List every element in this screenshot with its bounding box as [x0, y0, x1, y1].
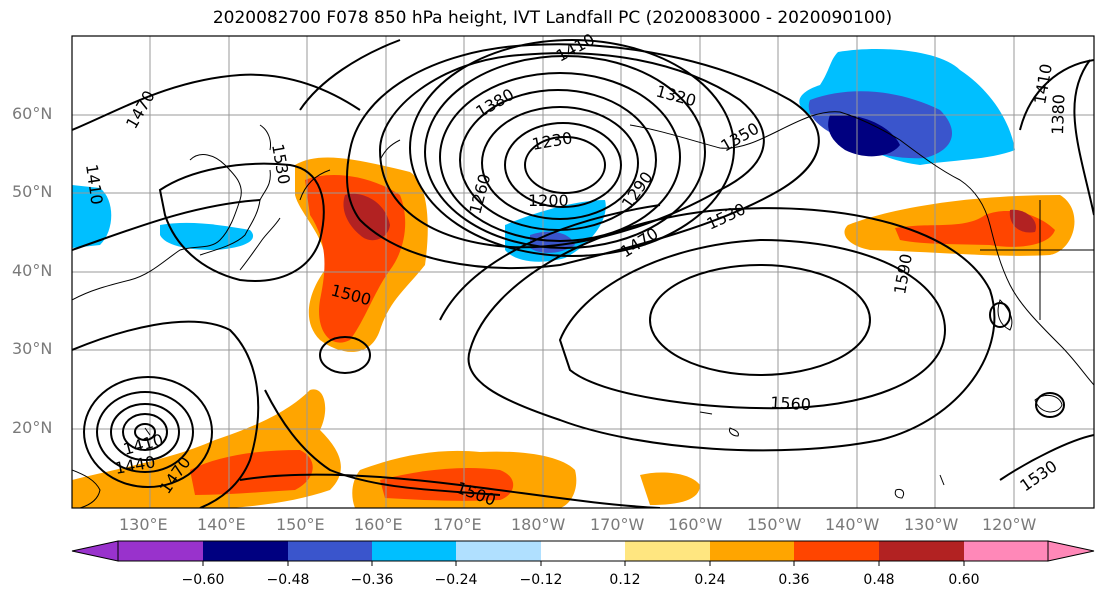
- colorbar-segment: [541, 541, 625, 561]
- contour-label: 1530: [268, 142, 294, 185]
- lon-label: 150°E: [276, 515, 325, 534]
- lon-label: 130°E: [119, 515, 168, 534]
- colorbar-segment: [625, 541, 710, 561]
- map-title: 2020082700 F078 850 hPa height, IVT Land…: [212, 8, 893, 28]
- contour-label: 1410: [553, 30, 598, 66]
- lon-label: 140°W: [825, 515, 880, 534]
- height-contours: [72, 39, 1094, 508]
- colorbar-extend-low: [71, 540, 119, 562]
- lat-label: 60°N: [12, 104, 53, 123]
- colorbar-segment: [794, 541, 879, 561]
- lat-label: 30°N: [12, 339, 53, 358]
- contour-label: 1560: [770, 393, 812, 414]
- colorbar-segment: [118, 541, 203, 561]
- colorbar-tick-label: −0.48: [266, 572, 310, 588]
- colorbar-segment: [372, 541, 456, 561]
- colorbar-tick-label: 0.36: [778, 572, 810, 588]
- lon-label: 170°W: [590, 515, 645, 534]
- contour-label: 1530: [1016, 456, 1060, 495]
- coastlines: [72, 111, 1094, 508]
- lon-label: 120°W: [982, 515, 1037, 534]
- colorbar-segment: [879, 541, 964, 561]
- contour-label: 1590: [890, 252, 916, 295]
- contour-label: 1380: [1048, 94, 1068, 135]
- contour-label: 1320: [654, 82, 698, 111]
- lon-label: 170°E: [433, 515, 482, 534]
- colorbar-extend-high: [1047, 540, 1095, 562]
- colorbar-tick-label: 0.12: [609, 572, 641, 588]
- contour-label: 1230: [530, 128, 573, 154]
- contour-label: 1470: [122, 87, 159, 132]
- colorbar-tick-label: −0.60: [181, 572, 225, 588]
- map-frame: [71, 35, 1095, 509]
- contour-label: 1200: [528, 191, 569, 210]
- colorbar-tick-label: −0.24: [434, 572, 478, 588]
- colorbar-segment: [288, 541, 372, 561]
- colorbar-tick-label: 0.48: [863, 572, 895, 588]
- colorbar-segment: [203, 541, 288, 561]
- lon-label: 160°E: [354, 515, 403, 534]
- lon-label: 150°W: [747, 515, 802, 534]
- colorbar-tick-label: −0.36: [350, 572, 394, 588]
- lat-label: 50°N: [12, 182, 53, 201]
- contour-label: 1380: [473, 85, 518, 122]
- lat-label: 20°N: [12, 418, 53, 437]
- colorbar-tick-label: 0.60: [948, 572, 980, 588]
- graticule: [72, 36, 1094, 508]
- colorbar-segment: [456, 541, 541, 561]
- lat-label: 40°N: [12, 261, 53, 280]
- lon-label: 180°W: [511, 515, 566, 534]
- lon-label: 140°E: [197, 515, 246, 534]
- lon-label: 160°W: [668, 515, 723, 534]
- colorbar-segment: [710, 541, 794, 561]
- colorbar-tick-label: 0.24: [694, 572, 726, 588]
- contour-label: 1350: [718, 119, 763, 156]
- lon-label: 130°W: [904, 515, 959, 534]
- colorbar-tick-label: −0.12: [519, 572, 563, 588]
- colorbar-segment: [964, 541, 1048, 561]
- colorbar: [71, 540, 1095, 566]
